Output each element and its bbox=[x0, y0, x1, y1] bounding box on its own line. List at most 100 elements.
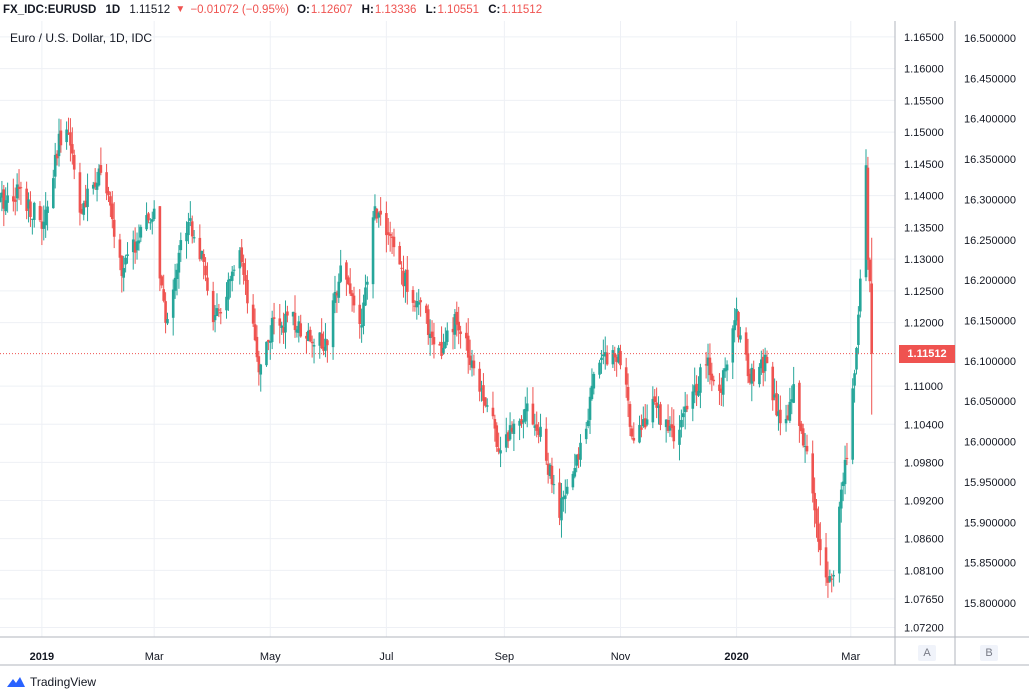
symbol-name[interactable]: FX_IDC:EURUSD bbox=[3, 4, 97, 16]
candle-down bbox=[286, 305, 289, 323]
candle-up bbox=[668, 416, 672, 437]
low-value: 1.10551 bbox=[437, 4, 480, 16]
candle-body bbox=[493, 419, 497, 429]
candle-body bbox=[362, 302, 365, 327]
candle-up bbox=[839, 482, 843, 523]
candle-body bbox=[326, 340, 329, 346]
candle-body bbox=[444, 341, 447, 348]
candle-body bbox=[398, 245, 401, 265]
price-axis-b[interactable]: 16.500000 16.450000 16.400000 16.350000 16.3… bbox=[964, 33, 1016, 610]
candle-up bbox=[0, 192, 2, 203]
candle-body bbox=[240, 247, 244, 263]
candle-up bbox=[177, 245, 181, 289]
candle-body bbox=[670, 424, 674, 429]
open-value: 1.12607 bbox=[310, 4, 353, 16]
interval-label[interactable]: 1D bbox=[105, 4, 121, 16]
candle-down bbox=[406, 256, 409, 305]
candle-body bbox=[120, 255, 124, 277]
candle-up bbox=[590, 368, 594, 401]
candle-down bbox=[133, 227, 137, 264]
candle-body bbox=[122, 268, 126, 278]
candle-body bbox=[704, 364, 708, 366]
candle-down bbox=[457, 306, 460, 345]
candles[interactable] bbox=[0, 117, 874, 598]
tradingview-logo-icon[interactable] bbox=[6, 675, 26, 689]
candle-body bbox=[858, 278, 862, 312]
candle-down bbox=[771, 361, 775, 411]
candle-up bbox=[57, 118, 61, 167]
candle-down bbox=[198, 224, 202, 262]
candle-body bbox=[335, 292, 339, 296]
candle-body bbox=[164, 301, 167, 323]
candle-body bbox=[645, 419, 649, 425]
candle-body bbox=[59, 130, 63, 146]
candle-body bbox=[189, 218, 192, 221]
candle-up bbox=[592, 371, 596, 395]
price-axis-b-tick-label: 15.850000 bbox=[964, 558, 1016, 570]
candle-body bbox=[400, 267, 403, 269]
candle-up bbox=[573, 453, 577, 479]
candle-up bbox=[307, 323, 310, 342]
candle-body bbox=[531, 403, 535, 425]
candle-body bbox=[244, 275, 247, 281]
candle-down bbox=[550, 457, 554, 494]
candle-body bbox=[628, 404, 632, 427]
candle-up bbox=[225, 282, 228, 319]
price-axis-a[interactable]: 1.16500 1.16000 1.15500 1.15000 1.14500 1.140… bbox=[904, 32, 944, 635]
candle-up bbox=[512, 419, 516, 451]
candle-body bbox=[826, 577, 830, 583]
candle-body bbox=[187, 221, 190, 236]
candle-body bbox=[855, 347, 858, 370]
candle-body bbox=[512, 423, 516, 434]
candle-body bbox=[504, 434, 508, 448]
candle-body bbox=[282, 327, 285, 333]
candle-up bbox=[189, 201, 192, 227]
candle-body bbox=[577, 453, 580, 460]
candle-down bbox=[619, 344, 622, 370]
candle-up bbox=[415, 292, 419, 320]
price-axis-a-tick-label: 1.08100 bbox=[904, 565, 944, 577]
price-axis-a-tick-label: 1.15500 bbox=[904, 95, 944, 107]
candle-body bbox=[67, 133, 70, 135]
candle-body bbox=[415, 301, 419, 308]
scale-a-button[interactable]: A bbox=[918, 645, 936, 661]
candle-up bbox=[53, 142, 57, 189]
candle-down bbox=[666, 404, 670, 434]
candle-body bbox=[426, 309, 430, 336]
candle-body bbox=[177, 252, 181, 273]
candle-body bbox=[718, 384, 721, 391]
candle-body bbox=[377, 212, 381, 218]
candle-body bbox=[438, 344, 441, 346]
candle-body bbox=[206, 277, 209, 291]
candle-down bbox=[426, 304, 430, 345]
candle-up bbox=[731, 325, 735, 380]
candle-body bbox=[293, 312, 297, 331]
candle-down bbox=[558, 468, 561, 526]
candle-up bbox=[584, 421, 588, 444]
candle-up bbox=[683, 391, 687, 430]
scale-b-button[interactable]: B bbox=[980, 645, 998, 661]
candle-body bbox=[491, 407, 495, 417]
price-axis-a-tick-label: 1.14000 bbox=[904, 191, 944, 203]
candle-down bbox=[506, 430, 510, 449]
candle-body bbox=[824, 547, 828, 578]
candle-body bbox=[373, 206, 377, 219]
candle-up bbox=[706, 343, 710, 382]
price-axis-b-tick-label: 16.500000 bbox=[964, 33, 1016, 45]
time-axis[interactable]: 2019 Mar May Jul Sep Nov 2020 Mar bbox=[30, 651, 861, 663]
footer: TradingView bbox=[0, 670, 1029, 693]
candle-body bbox=[305, 335, 308, 339]
candle-body bbox=[468, 355, 472, 365]
candle-body bbox=[565, 486, 569, 494]
candle-body bbox=[31, 218, 34, 220]
brand-name[interactable]: TradingView bbox=[30, 674, 97, 689]
candle-down bbox=[451, 317, 455, 350]
candle-down bbox=[278, 304, 282, 344]
candle-down bbox=[466, 318, 470, 374]
candle-down bbox=[615, 354, 618, 377]
price-axis-a-tick-label: 1.11000 bbox=[904, 381, 943, 393]
candle-down bbox=[255, 325, 259, 362]
candle-body bbox=[539, 426, 542, 437]
candle-up bbox=[215, 293, 219, 317]
candle-body bbox=[693, 385, 697, 393]
